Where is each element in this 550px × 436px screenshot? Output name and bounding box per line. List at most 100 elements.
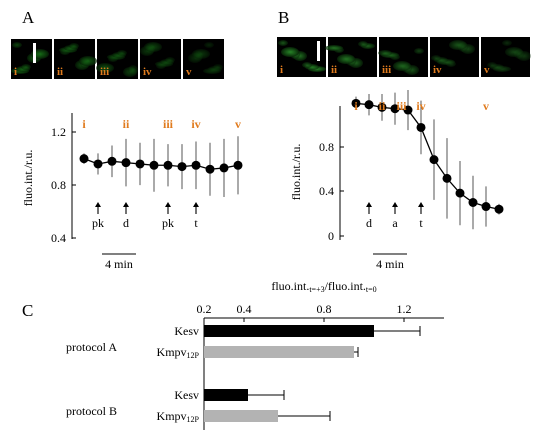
c-x-tick-label: 1.2 bbox=[397, 302, 412, 316]
c-bar-label: Kesv bbox=[174, 388, 199, 402]
b-event-label: a bbox=[392, 216, 398, 230]
y-tick-label-a-2: 0.8 bbox=[51, 178, 66, 192]
a-event-label: d bbox=[123, 216, 129, 230]
strip-b-cell-blob bbox=[487, 62, 497, 68]
scale-bar-label-b: 4 min bbox=[376, 257, 404, 271]
strip-b-cell-blob bbox=[302, 62, 312, 68]
x-axis-label-c-sub2: t=0 bbox=[366, 285, 377, 294]
strip-b-cell-blob bbox=[449, 40, 467, 50]
c-bar bbox=[204, 389, 248, 401]
b-event-arrowhead bbox=[366, 202, 372, 207]
strip-a-cell-blob bbox=[96, 63, 114, 73]
strip-b-cell-label-5: v bbox=[484, 64, 490, 76]
plot-area-a: i ii iii iv vpk d pk t bbox=[79, 117, 243, 230]
c-x-tick-label: 0.2 bbox=[197, 302, 212, 316]
strip-b-cell-blob bbox=[393, 61, 411, 71]
b-data-point bbox=[468, 198, 478, 207]
plot-area-c: 0.2 0.4 0.8 1.2 protocol A Kesv Kmpv12P protoco… bbox=[66, 302, 444, 430]
a-event-arrowhead bbox=[165, 202, 171, 207]
strip-b-cell-blob bbox=[431, 55, 441, 61]
b-stage-label: iv bbox=[416, 99, 425, 113]
a-data-point bbox=[135, 159, 145, 169]
b-data-point bbox=[390, 104, 400, 114]
a-data-point bbox=[163, 160, 173, 170]
a-data-point bbox=[205, 164, 215, 174]
a-event-arrowhead bbox=[95, 202, 101, 207]
b-data-point bbox=[416, 122, 426, 132]
a-data-point bbox=[93, 159, 103, 169]
plot-area-b: i ii iii iv vd a t bbox=[351, 89, 504, 230]
c-bar-label: Kmpv12P bbox=[157, 409, 200, 424]
y-axis-label-a: fluo.int./r.u. bbox=[21, 150, 35, 207]
b-data-point bbox=[364, 100, 374, 110]
b-data-point bbox=[494, 204, 504, 214]
b-stage-label: iii bbox=[396, 99, 407, 113]
strip-b-cell-blob bbox=[278, 40, 288, 46]
micrograph-strip-b: i ii iii iv v bbox=[277, 37, 531, 77]
bar-chart-c: fluo.int.t=+3/fluo.int.t=0 0.2 0.4 0.8 1.2 p… bbox=[66, 279, 444, 430]
strip-a-cell-label-2: ii bbox=[57, 66, 63, 78]
b-data-point bbox=[377, 102, 387, 112]
a-stage-label: ii bbox=[123, 117, 130, 131]
a-data-point bbox=[107, 156, 117, 166]
strip-b-scale-bar bbox=[317, 41, 320, 61]
y-tick-label-a-1: 1.2 bbox=[51, 125, 66, 139]
strip-a-cell-blob bbox=[128, 65, 138, 75]
strip-b-cell-blob bbox=[502, 40, 512, 46]
strip-a-cell-blob bbox=[69, 43, 79, 49]
y-axis-label-b: fluo.int./r.u. bbox=[289, 144, 303, 201]
a-event-label: pk bbox=[162, 216, 174, 230]
c-group-label: protocol B bbox=[66, 404, 117, 418]
strip-a-cell-blob bbox=[192, 49, 210, 59]
a-event-arrowhead bbox=[193, 202, 199, 207]
b-data-point bbox=[429, 155, 439, 165]
c-x-tick-label: 0.8 bbox=[317, 302, 332, 316]
strip-a-cell-blob bbox=[204, 42, 214, 48]
strip-a-cell-label-1: i bbox=[14, 66, 17, 78]
a-stage-label: iii bbox=[163, 117, 174, 131]
b-data-point bbox=[403, 105, 413, 115]
b-data-point bbox=[442, 173, 452, 183]
b-stage-label: v bbox=[483, 99, 489, 113]
a-data-point bbox=[219, 163, 229, 173]
a-data-point bbox=[121, 158, 131, 168]
c-bar-label: Kesv bbox=[174, 324, 199, 338]
strip-a-cell-label-3: iii bbox=[100, 66, 109, 78]
b-event-label: t bbox=[419, 216, 423, 230]
strip-b-cell-blob bbox=[281, 47, 299, 57]
strip-a-scale-bar bbox=[33, 43, 36, 63]
micrograph-strip-a: i ii iii iv v bbox=[11, 39, 224, 79]
panel-letter-a: A bbox=[22, 8, 35, 27]
a-stage-label: i bbox=[82, 117, 86, 131]
strip-a-cell-blob bbox=[12, 42, 22, 48]
strip-a-cell-blob bbox=[79, 56, 97, 66]
strip-a-cell-label-4: iv bbox=[143, 66, 152, 78]
c-x-tick-label: 0.4 bbox=[237, 302, 252, 316]
x-axis-label-c-main: fluo.int. bbox=[271, 279, 309, 293]
scale-bar-label-a: 4 min bbox=[105, 257, 133, 271]
strip-a-cell-label-5: v bbox=[186, 66, 192, 78]
y-tick-label-b-3: 0 bbox=[328, 229, 334, 243]
a-series-line bbox=[83, 158, 239, 170]
strip-b-cell-blob bbox=[505, 47, 523, 57]
a-event-arrowhead bbox=[123, 202, 129, 207]
y-tick-label-b-2: 0.4 bbox=[319, 184, 334, 198]
a-data-point bbox=[233, 160, 243, 170]
line-chart-b: 0.8 0.4 0 fluo.int./r.u. i ii iii iv vd a t 4 … bbox=[289, 89, 504, 271]
strip-b-cell-label-3: iii bbox=[382, 64, 391, 76]
a-data-point bbox=[79, 154, 89, 164]
b-data-point bbox=[481, 202, 491, 212]
strip-b-cell-label-4: iv bbox=[433, 64, 442, 76]
strip-b-cell-blob bbox=[414, 48, 424, 54]
line-chart-a: 1.2 0.8 0.4 fluo.int./r.u. i ii iii iv vpk d p… bbox=[21, 113, 243, 271]
c-bar bbox=[204, 346, 354, 358]
strip-a-cell-blob bbox=[21, 64, 31, 70]
b-stage-label: i bbox=[354, 99, 358, 113]
panel-letter-c: C bbox=[22, 301, 33, 320]
y-tick-label-b-1: 0.8 bbox=[319, 140, 334, 154]
b-data-point bbox=[455, 188, 465, 198]
strip-b-cell-blob bbox=[378, 50, 392, 56]
c-bar bbox=[204, 410, 278, 422]
a-event-label: pk bbox=[92, 216, 104, 230]
b-event-arrowhead bbox=[418, 202, 424, 207]
